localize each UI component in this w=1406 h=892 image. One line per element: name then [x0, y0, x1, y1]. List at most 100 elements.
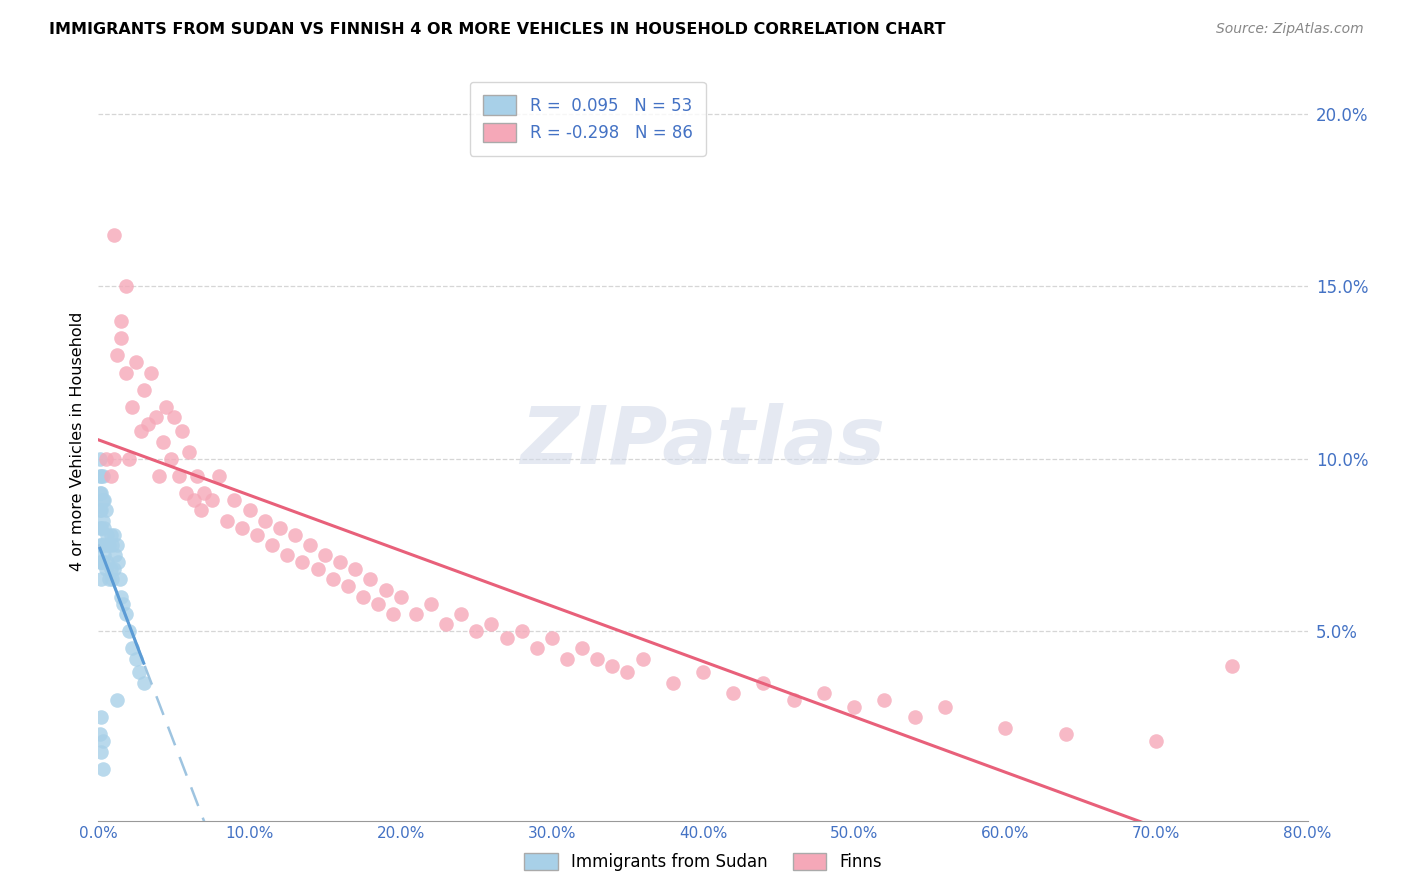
Point — [103, 527, 125, 541]
Text: IMMIGRANTS FROM SUDAN VS FINNISH 4 OR MORE VEHICLES IN HOUSEHOLD CORRELATION CHA: IMMIGRANTS FROM SUDAN VS FINNISH 4 OR MO… — [49, 22, 946, 37]
Point — [367, 597, 389, 611]
Point — [100, 469, 122, 483]
Point — [314, 548, 336, 563]
Point — [89, 469, 111, 483]
Point — [813, 686, 835, 700]
Point — [89, 451, 111, 466]
Point — [118, 624, 141, 639]
Text: ZIPatlas: ZIPatlas — [520, 402, 886, 481]
Point — [586, 651, 609, 665]
Point — [329, 555, 352, 569]
Legend: Immigrants from Sudan, Finns: Immigrants from Sudan, Finns — [516, 845, 890, 880]
Point — [100, 562, 122, 576]
Point — [125, 355, 148, 369]
Point — [94, 562, 117, 576]
Point — [90, 710, 112, 724]
Point — [91, 555, 114, 569]
Point — [90, 555, 112, 569]
Point — [90, 521, 112, 535]
Point — [389, 590, 412, 604]
Point — [239, 503, 262, 517]
Y-axis label: 4 or more Vehicles in Household: 4 or more Vehicles in Household — [70, 312, 86, 571]
Point — [125, 651, 148, 665]
Point — [93, 521, 115, 535]
Point — [110, 331, 132, 345]
Point — [93, 548, 115, 563]
Point — [291, 555, 314, 569]
Point — [555, 651, 578, 665]
Point — [91, 538, 114, 552]
Point — [186, 469, 208, 483]
Point — [101, 538, 124, 552]
Point — [495, 631, 517, 645]
Point — [91, 762, 114, 776]
Point — [526, 641, 548, 656]
Point — [844, 699, 866, 714]
Point — [89, 486, 111, 500]
Point — [215, 514, 238, 528]
Point — [193, 486, 215, 500]
Point — [100, 527, 122, 541]
Point — [360, 573, 382, 587]
Point — [167, 469, 190, 483]
Point — [692, 665, 714, 680]
Point — [98, 573, 121, 587]
Point — [904, 710, 927, 724]
Point — [91, 734, 114, 748]
Point — [201, 493, 224, 508]
Point — [111, 597, 134, 611]
Point — [208, 469, 231, 483]
Point — [352, 590, 374, 604]
Point — [307, 562, 329, 576]
Point — [434, 617, 457, 632]
Point — [344, 562, 367, 576]
Point — [103, 562, 125, 576]
Point — [90, 503, 112, 517]
Point — [90, 486, 112, 500]
Point — [132, 383, 155, 397]
Point — [121, 641, 143, 656]
Point — [105, 693, 128, 707]
Legend: R =  0.095   N = 53, R = -0.298   N = 86: R = 0.095 N = 53, R = -0.298 N = 86 — [470, 82, 706, 155]
Point — [163, 410, 186, 425]
Point — [90, 469, 112, 483]
Point — [183, 493, 205, 508]
Point — [121, 400, 143, 414]
Point — [107, 555, 129, 569]
Point — [190, 503, 212, 517]
Point — [89, 555, 111, 569]
Point — [170, 424, 193, 438]
Point — [246, 527, 269, 541]
Point — [145, 410, 167, 425]
Point — [269, 521, 291, 535]
Point — [103, 227, 125, 242]
Point — [93, 493, 115, 508]
Point — [934, 699, 956, 714]
Point — [96, 555, 118, 569]
Point — [90, 573, 112, 587]
Point — [602, 658, 624, 673]
Point — [465, 624, 488, 639]
Point — [141, 366, 163, 380]
Point — [89, 538, 111, 552]
Point — [420, 597, 443, 611]
Point — [631, 651, 654, 665]
Point — [1220, 658, 1243, 673]
Point — [374, 582, 396, 597]
Point — [98, 538, 121, 552]
Point — [114, 366, 136, 380]
Point — [571, 641, 593, 656]
Point — [90, 745, 112, 759]
Point — [91, 469, 114, 483]
Point — [873, 693, 896, 707]
Point — [224, 493, 246, 508]
Point — [105, 348, 128, 362]
Point — [510, 624, 533, 639]
Point — [91, 493, 114, 508]
Point — [118, 451, 141, 466]
Point — [148, 469, 170, 483]
Point — [155, 400, 177, 414]
Point — [481, 617, 503, 632]
Point — [103, 451, 125, 466]
Point — [276, 548, 298, 563]
